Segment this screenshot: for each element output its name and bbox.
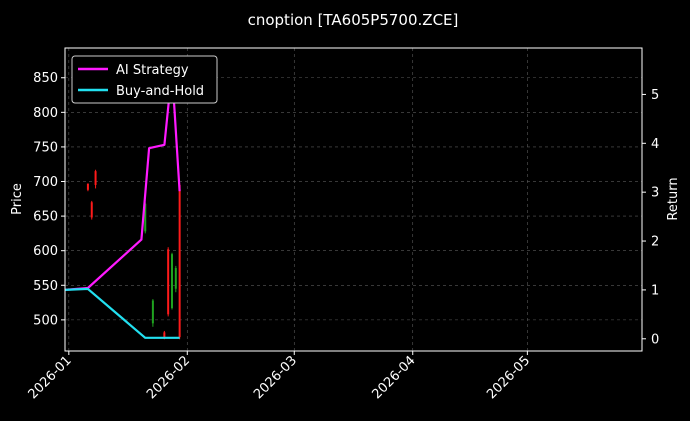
- candle-body: [167, 249, 170, 315]
- candle-body: [170, 254, 173, 309]
- y-tick-label: 500: [33, 313, 58, 328]
- candle: [167, 247, 170, 317]
- y-axis-label: Price: [10, 183, 25, 215]
- candle: [86, 183, 89, 192]
- plot-frame: [64, 47, 643, 352]
- candle-body: [174, 267, 177, 289]
- candle-body: [90, 202, 93, 218]
- legend-box: [71, 55, 218, 104]
- series-line-buy-and-hold: [64, 287, 180, 339]
- legend: AI Strategy Buy-and-Hold: [71, 55, 218, 104]
- y-tick-label: 800: [33, 106, 58, 121]
- y2-tick-label: 2: [651, 235, 659, 250]
- y2-tick-label: 1: [651, 283, 659, 298]
- y2-tick-label: 0: [651, 332, 659, 347]
- y-tick-label: 700: [33, 175, 58, 190]
- y-tick-label: 850: [33, 71, 58, 86]
- candle-body: [163, 332, 166, 338]
- y2-tick-label: 4: [651, 137, 659, 152]
- candle-body: [144, 203, 147, 232]
- y-tick-label: 600: [33, 244, 58, 259]
- y-tick-label: 650: [33, 210, 58, 225]
- y2-tick-label: 3: [651, 186, 659, 201]
- candle: [151, 299, 154, 327]
- chart-title: cnoption [TA605P5700.ZCE]: [248, 11, 459, 29]
- legend-label-buy-and-hold: Buy-and-Hold: [116, 84, 204, 99]
- legend-label-ai-strategy: AI Strategy: [116, 63, 189, 78]
- y2-axis-label: Return: [666, 177, 681, 220]
- candles-layer: [86, 169, 181, 340]
- candle-body: [178, 184, 181, 338]
- y-tick-label: 750: [33, 140, 58, 155]
- candle: [90, 200, 93, 220]
- y2-tick-label: 5: [651, 88, 659, 103]
- candle-body: [151, 300, 154, 324]
- candle-body: [94, 171, 97, 185]
- candle: [144, 202, 147, 234]
- y-tick-label: 550: [33, 279, 58, 294]
- candle: [94, 169, 97, 189]
- candle: [170, 252, 173, 310]
- candle: [174, 265, 177, 293]
- candle: [178, 182, 181, 340]
- candle-body: [86, 183, 89, 190]
